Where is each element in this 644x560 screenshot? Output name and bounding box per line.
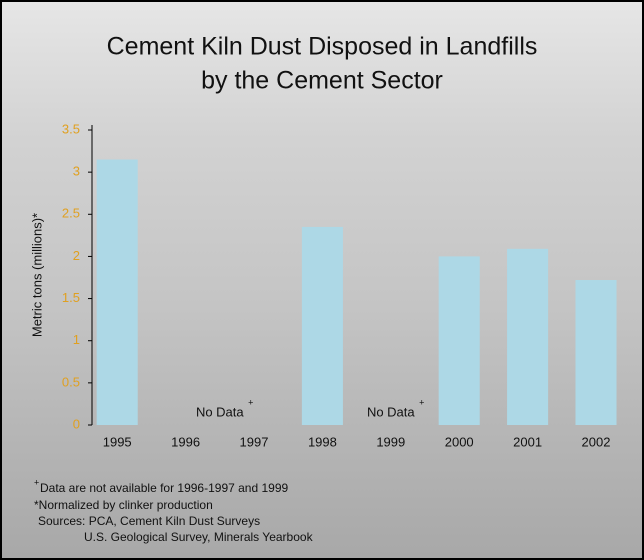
x-tick-label: 2002 <box>582 434 611 449</box>
chart-title: by the Cement Sector <box>201 67 443 95</box>
bar <box>575 280 617 425</box>
x-tick-label: 1998 <box>308 434 337 449</box>
bar <box>301 226 343 425</box>
bar <box>96 159 138 425</box>
y-axis-label: Metric tons (millions)* <box>29 213 44 337</box>
annotation: No Data <box>367 404 415 419</box>
annotation-marker: + <box>248 397 253 407</box>
y-tick-label: 2.5 <box>62 206 80 221</box>
note: U.S. Geological Survey, Minerals Yearboo… <box>84 530 314 544</box>
y-tick-label: 2 <box>73 248 80 263</box>
annotation: No Data <box>196 404 244 419</box>
x-tick-label: 1996 <box>171 434 200 449</box>
x-tick-label: 1997 <box>240 434 269 449</box>
note: Sources: PCA, Cement Kiln Dust Surveys <box>38 514 260 528</box>
note: Data are not available for 1996-1997 and… <box>40 481 289 495</box>
y-tick-label: 1.5 <box>62 290 80 305</box>
x-tick-label: 2001 <box>513 434 542 449</box>
bar <box>507 248 549 425</box>
bar <box>438 256 480 425</box>
x-tick-label: 1995 <box>103 434 132 449</box>
x-tick-label: 2000 <box>445 434 474 449</box>
annotation-marker: + <box>419 397 424 407</box>
note-marker: + <box>34 477 39 487</box>
y-tick-label: 3 <box>73 164 80 179</box>
y-tick-label: 3.5 <box>62 121 80 136</box>
y-tick-label: 0.5 <box>62 374 80 389</box>
y-tick-label: 0 <box>73 416 80 431</box>
y-tick-label: 1 <box>73 332 80 347</box>
x-tick-label: 1999 <box>376 434 405 449</box>
note: *Normalized by clinker production <box>34 498 213 512</box>
chart-title: Cement Kiln Dust Disposed in Landfills <box>107 33 538 61</box>
